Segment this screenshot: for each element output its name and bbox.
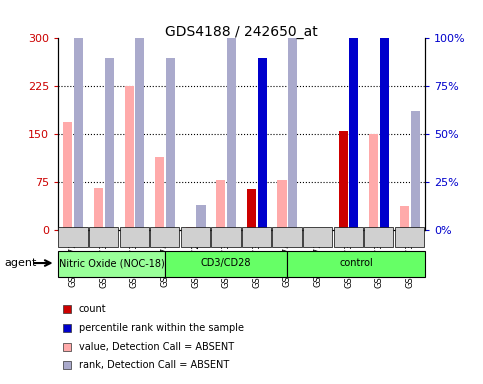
Bar bbox=[155, 157, 164, 230]
Bar bbox=[272, 227, 302, 247]
Bar bbox=[242, 227, 271, 247]
Text: GDS4188 / 242650_at: GDS4188 / 242650_at bbox=[165, 25, 318, 39]
Bar bbox=[364, 227, 394, 247]
Text: count: count bbox=[79, 304, 106, 314]
Bar bbox=[94, 187, 103, 230]
Text: CD3/CD28: CD3/CD28 bbox=[201, 258, 252, 268]
Bar bbox=[395, 227, 424, 247]
Bar bbox=[380, 0, 389, 230]
Bar bbox=[89, 227, 118, 247]
Bar bbox=[74, 0, 83, 230]
Bar bbox=[58, 251, 165, 277]
Bar bbox=[185, 227, 195, 230]
Bar bbox=[339, 131, 348, 230]
Bar bbox=[125, 86, 134, 230]
Text: Nitric Oxide (NOC-18): Nitric Oxide (NOC-18) bbox=[58, 258, 164, 268]
Bar bbox=[150, 227, 179, 247]
Text: control: control bbox=[340, 258, 373, 268]
Bar bbox=[63, 122, 72, 230]
Bar bbox=[58, 227, 87, 247]
Text: rank, Detection Call = ABSENT: rank, Detection Call = ABSENT bbox=[79, 360, 229, 370]
Bar bbox=[247, 189, 256, 230]
Bar bbox=[165, 251, 287, 277]
Bar bbox=[216, 180, 226, 230]
Bar bbox=[197, 205, 206, 230]
Bar bbox=[369, 134, 378, 230]
Bar bbox=[334, 227, 363, 247]
Bar bbox=[227, 0, 236, 230]
Bar bbox=[181, 227, 210, 247]
Bar bbox=[277, 180, 286, 230]
Text: percentile rank within the sample: percentile rank within the sample bbox=[79, 323, 244, 333]
Text: value, Detection Call = ABSENT: value, Detection Call = ABSENT bbox=[79, 342, 234, 352]
Bar bbox=[257, 58, 267, 230]
Bar bbox=[105, 58, 114, 230]
Bar bbox=[303, 227, 332, 247]
Bar bbox=[288, 10, 298, 230]
Bar bbox=[211, 227, 241, 247]
Bar bbox=[135, 0, 144, 230]
Bar bbox=[400, 206, 409, 230]
Text: agent: agent bbox=[5, 258, 37, 268]
Bar bbox=[349, 0, 358, 230]
Bar bbox=[411, 111, 420, 230]
Bar bbox=[166, 58, 175, 230]
Bar bbox=[287, 251, 425, 277]
Bar bbox=[119, 227, 149, 247]
